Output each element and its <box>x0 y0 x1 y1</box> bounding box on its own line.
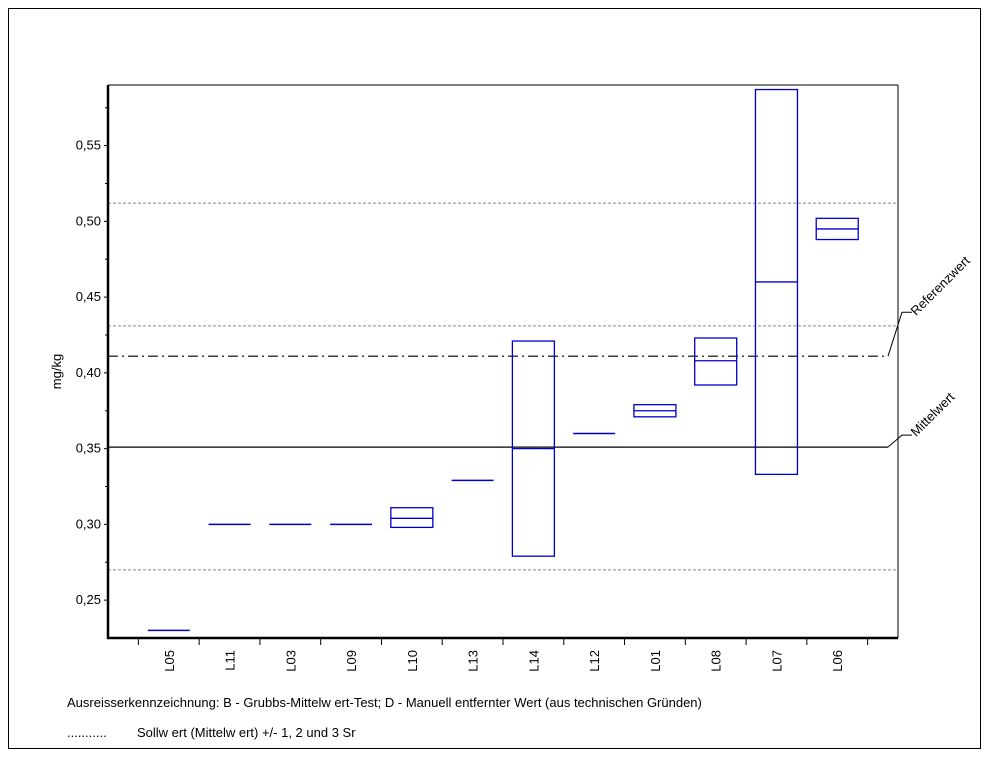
y-tick-label: 0,30 <box>76 516 101 531</box>
box-chart: 0,25 0,30 0,35 0,40 0,45 0,50 0,55 mg/kg L05 L11 L… <box>49 84 974 672</box>
x-tick-label: L09 <box>344 650 359 672</box>
outlier-legend: Ausreisserkennzeichnung: B - Grubbs-Mitt… <box>67 695 702 710</box>
x-tick-label: L10 <box>405 650 420 672</box>
referenzwert-leader <box>887 311 912 357</box>
x-tick-label: L11 <box>223 650 238 671</box>
x-tick-label: L05 <box>162 650 177 672</box>
x-tick-label: L14 <box>526 650 541 672</box>
y-tick-label: 0,45 <box>76 289 101 304</box>
box-L10 <box>390 507 434 529</box>
x-tick-label: L03 <box>283 650 298 672</box>
y-axis-label: mg/kg <box>49 354 64 389</box>
mittelwert-leader <box>887 434 912 448</box>
y-tick-label: 0,35 <box>76 441 101 456</box>
x-tick-label: L06 <box>830 650 845 672</box>
y-tick-label: 0,25 <box>76 592 101 607</box>
x-tick-label: L08 <box>709 650 724 672</box>
mittelwert-label: Mittelwert <box>908 389 958 439</box>
x-tick-label: L13 <box>466 650 481 672</box>
box-L08 <box>694 337 738 386</box>
sr-legend-dots: ........... <box>67 725 107 740</box>
y-tick-label: 0,50 <box>76 213 101 228</box>
x-tick-label: L07 <box>769 650 784 672</box>
x-tick-label: L12 <box>587 650 602 672</box>
chart-frame: 0,25 0,30 0,35 0,40 0,45 0,50 0,55 mg/kg L05 L11 L… <box>8 8 981 749</box>
referenzwert-label: Referenzwert <box>908 253 974 319</box>
y-tick-label: 0,40 <box>76 365 101 380</box>
x-tick-label: L01 <box>648 650 663 672</box>
y-tick-label: 0,55 <box>76 138 101 153</box>
sr-legend-text: Sollw ert (Mittelw ert) +/- 1, 2 und 3 S… <box>137 725 356 740</box>
